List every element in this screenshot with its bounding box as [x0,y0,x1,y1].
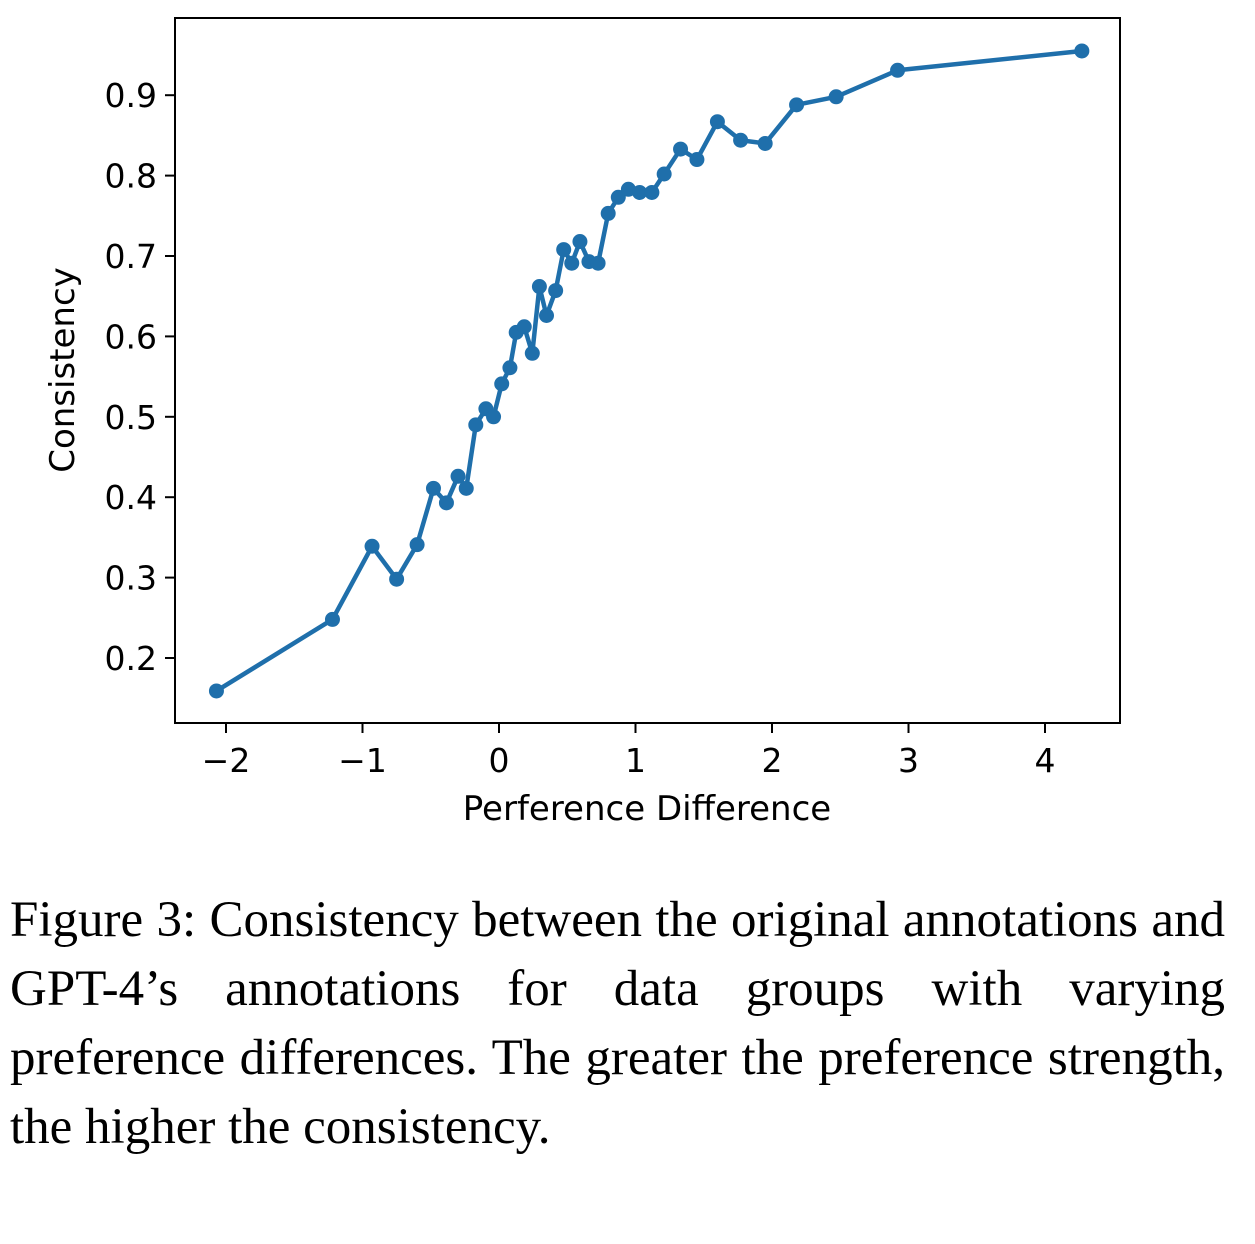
data-point [425,480,441,496]
x-tick-label: 1 [625,741,646,780]
data-point [458,480,474,496]
y-tick-label: 0.8 [105,157,157,196]
y-tick-label: 0.6 [105,317,157,356]
data-point [364,538,380,554]
y-tick-label: 0.5 [105,398,157,437]
data-point [494,376,510,392]
data-point [486,409,502,425]
y-tick-label: 0.9 [105,76,157,115]
x-tick-label: 2 [762,741,783,780]
data-point [324,611,340,627]
consistency-chart: −2 −1 0 1 2 3 4 0.2 0.3 0.4 0.5 0.6 0.7 0.8 0.9 Perfe… [43,17,1121,829]
data-point [450,468,466,484]
data-point [468,417,484,433]
data-point [1074,43,1090,59]
data-point [709,114,725,130]
x-tick-label: −1 [338,741,387,780]
data-point [564,255,580,271]
x-tick-label: 3 [898,741,919,780]
data-point [890,62,906,78]
data-point [524,345,540,361]
x-tick-label: 4 [1035,741,1056,780]
data-point [531,279,547,295]
y-tick-label: 0.3 [105,559,157,598]
data-point [438,495,454,511]
x-tick-label: −2 [202,741,251,780]
data-point [556,242,572,258]
data-point [789,97,805,113]
data-point [673,141,689,157]
y-tick-label: 0.4 [105,478,157,517]
plot-frame [174,17,1121,724]
data-point [409,537,425,553]
y-tick-label: 0.2 [105,639,157,678]
series-line [215,48,1083,693]
data-point [828,89,844,105]
data-point [757,135,773,151]
x-tick-label: 0 [489,741,510,780]
y-axis-label: Consistency [43,267,83,473]
data-point [632,184,648,200]
data-point [689,152,705,168]
data-point [389,571,405,587]
figure-caption: Figure 3: Consistency between the origin… [10,892,1225,1155]
data-point [572,234,588,250]
x-axis-label: Perference Difference [463,789,831,829]
data-point [656,166,672,182]
data-point [548,283,564,299]
data-point [733,132,749,148]
y-tick-label: 0.7 [105,237,157,276]
data-point [516,319,532,335]
data-point [502,360,518,376]
data-point [644,184,660,200]
data-point [539,307,555,323]
data-point [208,683,224,699]
data-point [590,255,606,271]
data-point [610,189,626,205]
data-point [600,205,616,221]
